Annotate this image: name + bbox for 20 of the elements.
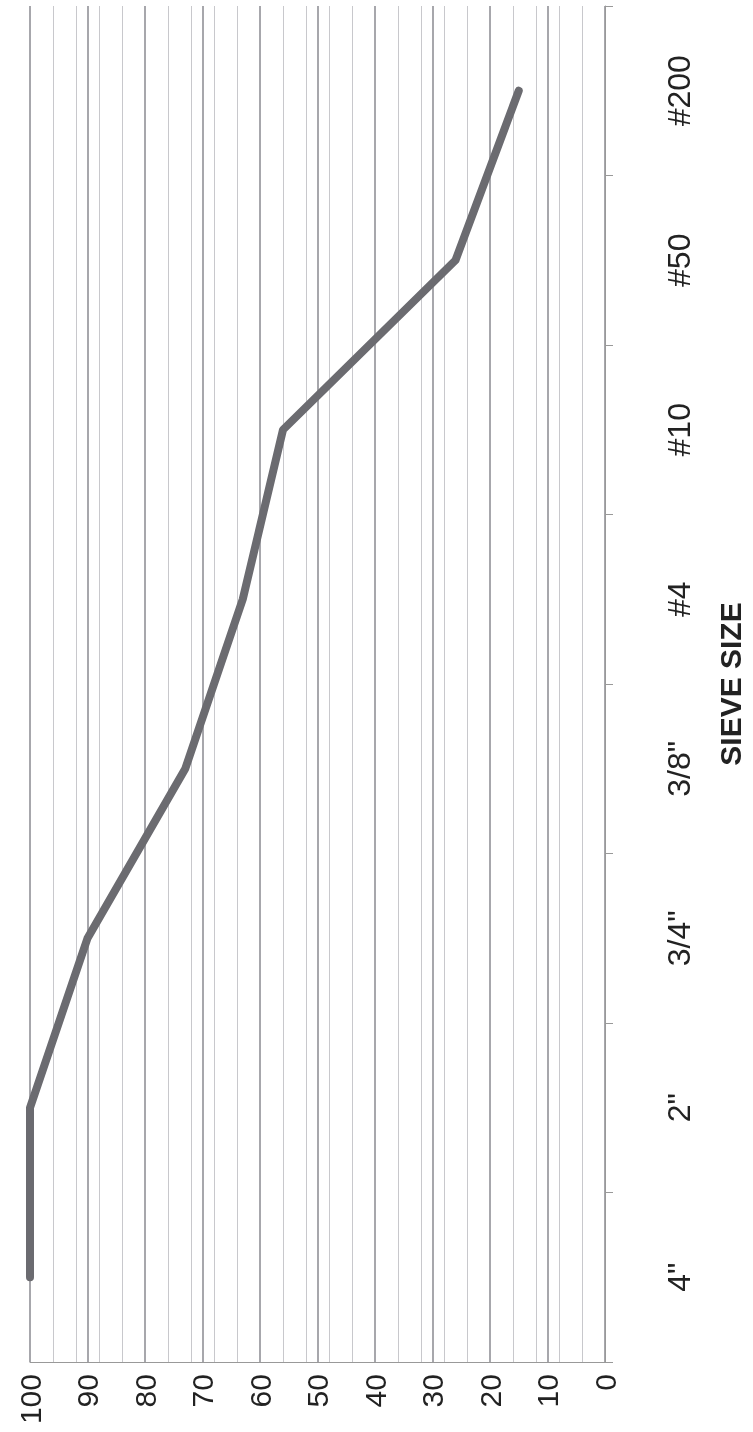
x-tick-label: 40: [358, 1374, 392, 1408]
y-tick-label: 2": [661, 1093, 697, 1123]
x-tick-label: 50: [301, 1374, 334, 1408]
x-tick-label: 0: [588, 1374, 622, 1391]
y-tick-label: 4": [661, 1262, 697, 1292]
y-tick-label: #50: [661, 233, 697, 287]
x-tick-label: 10: [531, 1374, 564, 1408]
y-tick-label: #4: [661, 581, 697, 618]
x-tick-label: 70: [186, 1374, 219, 1408]
x-tick-label: 30: [416, 1374, 449, 1408]
y-tick-label: #200: [661, 55, 697, 127]
x-tick-label: 60: [243, 1374, 277, 1408]
y-tick-label: 3/8": [661, 740, 697, 797]
y-tick-label: #10: [661, 403, 697, 457]
y-tick-label: 3/4": [661, 910, 697, 967]
x-tick-label: 80: [128, 1374, 162, 1408]
x-tick-label: 90: [71, 1374, 104, 1408]
x-tick-label: 20: [473, 1374, 507, 1408]
y-axis-title: SIEVE SIZE: [713, 602, 747, 766]
x-tick-label: 100: [13, 1374, 47, 1425]
